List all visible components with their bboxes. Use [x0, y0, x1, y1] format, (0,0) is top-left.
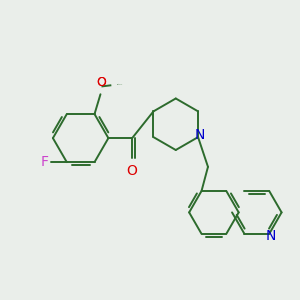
Text: O: O: [127, 164, 138, 178]
Text: N: N: [195, 128, 205, 142]
Text: O: O: [97, 76, 106, 89]
Text: F: F: [41, 155, 49, 169]
Text: O: O: [97, 76, 106, 89]
Text: N: N: [266, 229, 276, 243]
Text: methoxy: methoxy: [117, 84, 124, 85]
